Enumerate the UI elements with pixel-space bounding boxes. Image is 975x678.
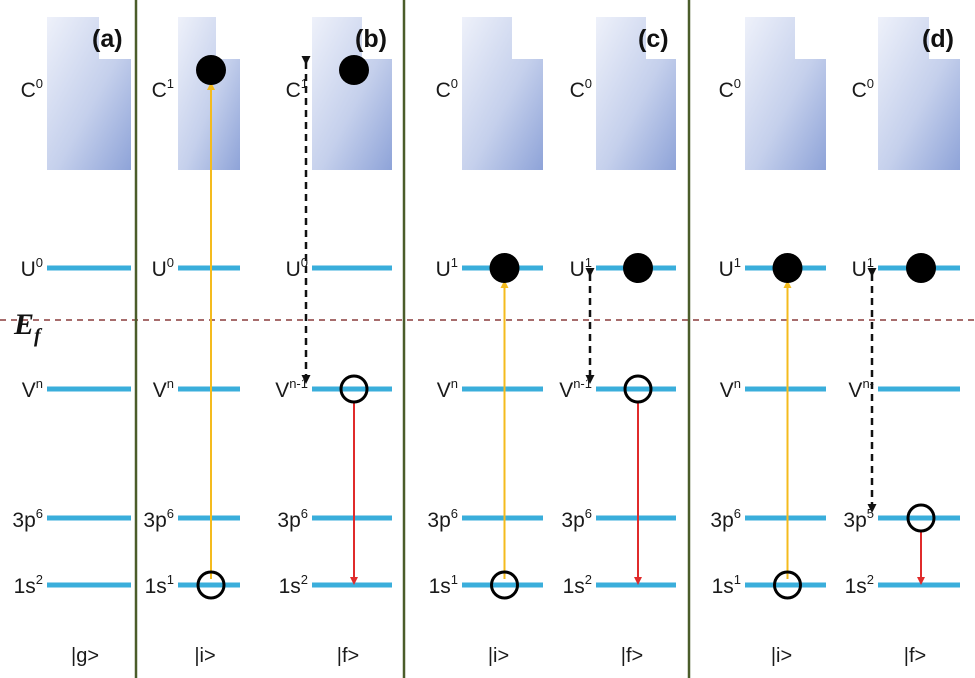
conduction-band-block — [178, 17, 240, 170]
state-label: |f> — [337, 645, 359, 667]
state-label: |f> — [904, 645, 926, 667]
level-label: Vn — [720, 376, 741, 402]
level-label: 1s1 — [145, 572, 174, 598]
level-label: 1s1 — [712, 572, 741, 598]
level-label: 3p6 — [561, 506, 592, 532]
electron-dot — [772, 253, 803, 283]
hole-circle — [196, 570, 226, 600]
level-label: C0 — [570, 76, 592, 102]
hole-circle — [773, 570, 802, 600]
panel-tag-c: (c) — [638, 25, 669, 53]
level-label: 1s2 — [14, 572, 43, 598]
level-label: U1 — [852, 255, 874, 281]
state-label: |i> — [488, 645, 509, 667]
level-label: Vn — [153, 376, 174, 402]
panel-tag-a: (a) — [92, 25, 123, 53]
electron-dot — [623, 253, 653, 283]
conduction-band-block — [47, 17, 131, 170]
fermi-level-label: Ef — [13, 308, 43, 347]
level-label: 1s1 — [429, 572, 458, 598]
level-label: 1s2 — [563, 572, 592, 598]
level-label: 3p6 — [427, 506, 458, 532]
level-label: C1 — [152, 76, 174, 102]
level-label: Vn-1 — [559, 376, 592, 402]
state-label: |i> — [194, 645, 215, 667]
conduction-band-block — [596, 17, 676, 170]
conduction-band-block — [312, 17, 392, 170]
electron-hole-markers — [196, 55, 936, 600]
state-labels: |g> |i> |f> |i> |f> |i> |f> — [71, 645, 926, 667]
electron-dot — [489, 253, 520, 283]
state-label: |i> — [771, 645, 792, 667]
level-label: C0 — [21, 76, 43, 102]
hole-circle — [906, 503, 936, 533]
panel-dividers — [134, 0, 691, 678]
transitions — [207, 56, 925, 585]
level-label: 1s2 — [279, 572, 308, 598]
panel-tag-b: (b) — [355, 25, 387, 53]
level-label: U1 — [436, 255, 458, 281]
panel-tag-d: (d) — [922, 25, 954, 53]
level-label: U0 — [152, 255, 174, 281]
level-label: Vn — [22, 376, 43, 402]
level-label: U0 — [286, 255, 308, 281]
state-label: |g> — [71, 645, 99, 667]
panel-tags: (a) (b) (c) (d) — [92, 25, 954, 53]
conduction-band-block — [462, 17, 543, 170]
conduction-band-block — [878, 17, 960, 170]
level-label: C0 — [719, 76, 741, 102]
level-label: C1 — [286, 76, 308, 102]
level-label: 3p6 — [143, 506, 174, 532]
electron-dot — [196, 55, 226, 85]
level-label: Vn- — [848, 376, 874, 402]
level-label: C0 — [852, 76, 874, 102]
energy-levels — [47, 265, 960, 588]
level-label: U1 — [719, 255, 741, 281]
level-label: 3p6 — [710, 506, 741, 532]
level-label: Vn — [437, 376, 458, 402]
level-label: 1s2 — [845, 572, 874, 598]
state-label: |f> — [621, 645, 643, 667]
level-label: 3p5 — [843, 506, 874, 532]
level-label: C0 — [436, 76, 458, 102]
level-label: 3p6 — [12, 506, 43, 532]
hole-circle — [339, 374, 369, 404]
level-label: Vn-1 — [275, 376, 308, 402]
level-label: U0 — [21, 255, 43, 281]
level-label: U1 — [570, 255, 592, 281]
level-labels: C0 U0 Vn 3p6 1s2 C1 U0 Vn 3p6 1s1 C1 U0 Vn-1 3p6 1s2 C0… — [12, 76, 874, 598]
electron-dot — [906, 253, 936, 283]
electron-dot — [339, 55, 369, 85]
conduction-bands — [47, 17, 960, 170]
level-label: 3p6 — [277, 506, 308, 532]
hole-circle — [623, 374, 653, 404]
conduction-band-block — [745, 17, 826, 170]
hole-circle — [490, 570, 519, 600]
